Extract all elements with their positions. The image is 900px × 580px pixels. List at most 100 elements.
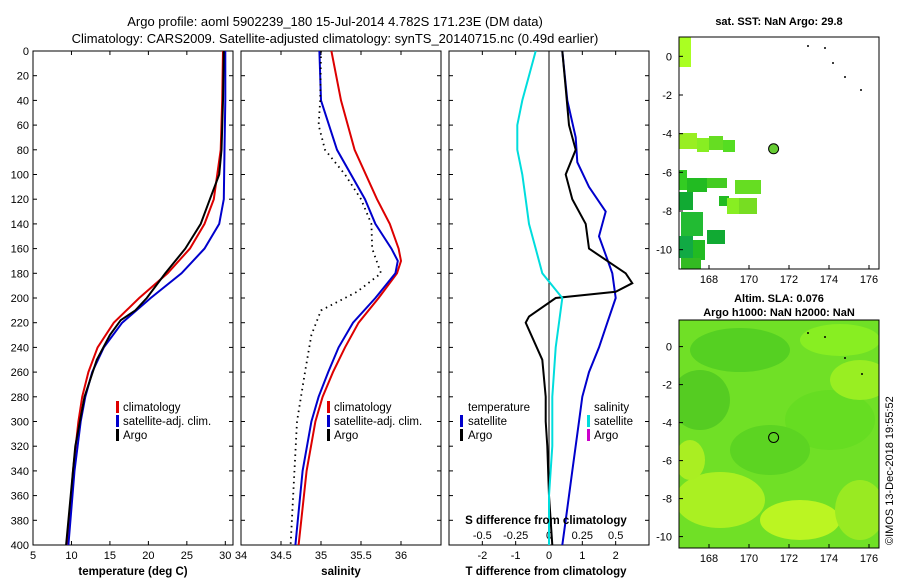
series-line-temperature-argo [524,51,634,545]
difference-xlabel: T difference from climatology [465,566,627,578]
y-tick-label: 160 [11,244,29,256]
legend-label-argo: Argo [334,430,358,442]
sst-patch [735,180,761,194]
sla-patch [690,328,790,372]
y-tick-label: 320 [11,441,29,453]
x-tick-label: 0 [546,550,552,562]
sst-patch [693,240,705,260]
legend-swatch-climatology [327,401,330,413]
legend-swatch-climatology [116,401,119,413]
y-tick-label: 200 [11,293,29,305]
sst-patch [719,196,729,206]
legend-title-temperature: temperature [468,402,530,414]
y-tick-label: 0 [23,46,29,58]
legend-swatch-sal-argo [587,429,590,441]
sla-patch [730,425,810,475]
salinity-xlabel: salinity [321,566,361,578]
series-line-climatology [297,51,403,545]
x-tick-label: -2 [477,550,487,562]
sla-map-frame [678,319,880,549]
salinity-legend: climatology satellite-adj. clim. Argo [327,401,422,442]
legend-swatch-argo [116,429,119,441]
legend-label-temp-satellite: satellite [468,416,507,428]
legend-label-temp-argo: Argo [468,430,492,442]
sla-patch [679,440,705,480]
series-line-argo [65,51,225,545]
map-x-tick-label: 172 [780,553,798,565]
sst-patch [679,192,693,210]
series-line-salinity-satellite [516,51,564,545]
temperature-legend: climatology satellite-adj. clim. Argo [116,401,211,442]
sst-patch [681,212,703,236]
temperature-xlabel: temperature (deg C) [78,566,187,578]
map-x-tick-label: 174 [820,553,838,565]
x-tick-label: 36 [395,550,407,562]
legend-label-sal-satellite: satellite [594,416,633,428]
x-tick-label: 10 [65,550,77,562]
series-line-climatology [66,51,224,545]
sla-map-ticks: 168 170 172 174 176 0 -2 -4 -6 -8 -10 [656,342,878,565]
series-line-argo [289,51,383,545]
island-speck [807,45,809,47]
sst-patch [739,198,757,214]
sst-patch [707,230,725,244]
y-tick-label: 380 [11,515,29,527]
x-tick-label: 34.5 [270,550,291,562]
map-y-tick-label: -8 [662,494,672,506]
figure-title-line2: Climatology: CARS2009. Satellite-adjuste… [72,31,599,46]
x-tick-label: 34 [235,550,247,562]
island-speck [807,332,809,334]
map-x-tick-label: 168 [700,553,718,565]
sla-patch [785,390,875,450]
y-tick-label: 280 [11,392,29,404]
y-tick-label: 180 [11,268,29,280]
argo-location-marker [768,143,780,155]
x-tick-label: 35.5 [350,550,371,562]
island-speck [861,373,863,375]
y-tick-label: 260 [11,367,29,379]
difference-xlabel-salinity: S difference from climatology [465,515,627,527]
x-tick-label-salinity: -0.5 [473,530,492,542]
sla-patch [835,480,879,540]
y-tick-label: 80 [17,145,29,157]
island-speck [832,62,834,64]
sst-patch [687,178,707,192]
salinity-series [289,51,403,545]
legend-label-argo: Argo [123,430,147,442]
temperature-panel-frame [32,50,234,546]
figure-title-line1: Argo profile: aoml 5902239_180 15-Jul-20… [127,14,543,29]
sst-patch [681,258,701,269]
y-tick-label: 300 [11,417,29,429]
argo-location-marker [768,431,780,443]
y-tick-label: 340 [11,466,29,478]
difference-legend: temperature satellite Argo salinity sate… [460,402,633,442]
map-y-tick-label: -8 [662,206,672,218]
sst-patch [709,136,723,150]
legend-label-satellite: satellite-adj. clim. [123,416,211,428]
y-tick-label: 400 [11,540,29,552]
legend-swatch-temp-argo [460,429,463,441]
map-x-tick-label: 170 [740,274,758,286]
y-tick-label: 60 [17,120,29,132]
island-speck [824,47,826,49]
x-tick-label: 30 [219,550,231,562]
sst-patch [679,37,691,67]
x-tick-label-salinity: 0.5 [608,530,623,542]
y-tick-label: 120 [11,194,29,206]
island-speck [824,336,826,338]
sla-patch [830,360,879,400]
salinity-panel-frame [240,50,442,546]
sla-map [679,320,879,548]
difference-series [516,51,634,545]
map-y-tick-label: -6 [662,167,672,179]
legend-swatch-satellite [116,415,119,427]
legend-swatch-sal-satellite [587,415,590,427]
sst-patch [679,236,693,258]
y-tick-label: 140 [11,219,29,231]
x-tick-label: 1 [579,550,585,562]
map-x-tick-label: 176 [860,274,878,286]
sst-patch [707,178,727,188]
x-tick-label-salinity: -0.25 [503,530,528,542]
sla-patch [800,324,879,356]
